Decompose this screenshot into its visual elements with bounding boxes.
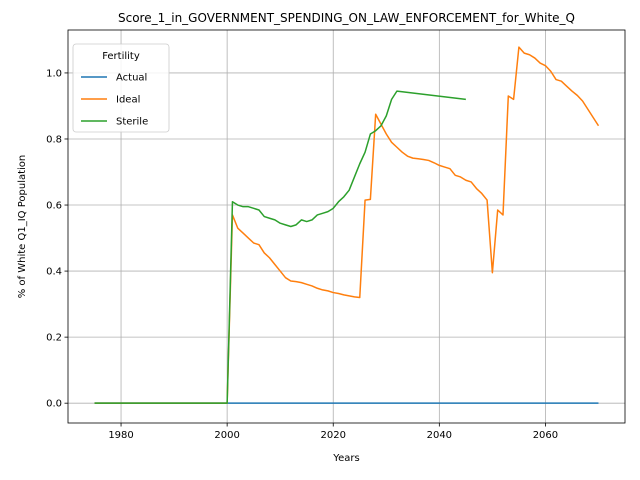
y-tick-label: 0.0 — [46, 399, 62, 410]
x-tick-label: 2000 — [214, 430, 239, 441]
y-tick-label: 0.8 — [46, 134, 62, 145]
gridlines — [68, 30, 625, 423]
y-tick-label: 0.2 — [46, 333, 62, 344]
x-tick-label: 2040 — [427, 430, 452, 441]
legend: Fertility Actual Ideal Sterile — [72, 43, 170, 133]
y-tick-label: 0.6 — [46, 201, 62, 212]
plot-frame — [67, 29, 626, 424]
x-tick-label: 1980 — [108, 430, 133, 441]
x-tick-label: 2020 — [321, 430, 346, 441]
legend-title: Fertility — [102, 51, 140, 62]
series-line-sterile — [94, 90, 466, 404]
legend-label-sterile: Sterile — [116, 117, 148, 128]
x-axis-label: Years — [332, 453, 359, 464]
series-line-ideal — [94, 46, 600, 404]
y-tick-label: 1.0 — [46, 68, 62, 79]
y-tick-label: 0.4 — [46, 267, 62, 278]
axis-ticks: 1980 2000 2020 2040 2060 0.0 0.2 0.4 0.6 0.8 1.0 — [46, 68, 558, 441]
series-lines — [94, 46, 600, 404]
y-axis-label: % of White Q1_IQ Population — [17, 155, 28, 299]
legend-box — [72, 43, 170, 133]
legend-label-ideal: Ideal — [116, 95, 140, 106]
x-tick-label: 2060 — [533, 430, 558, 441]
chart-title: Score_1_in_GOVERNMENT_SPENDING_ON_LAW_EN… — [118, 11, 575, 25]
legend-label-actual: Actual — [116, 73, 147, 84]
